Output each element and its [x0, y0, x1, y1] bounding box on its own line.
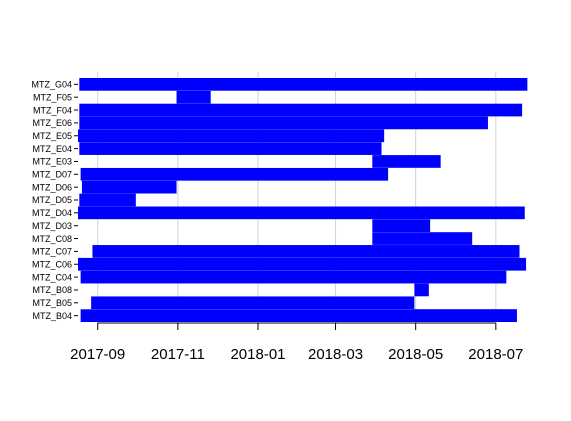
x-axis: 2017-09 2017-11 2018-01 2018-03 2018-05 2018-… — [70, 322, 523, 363]
bars-layer — [78, 78, 528, 322]
bar-mtz-b04-18 — [80, 309, 517, 322]
y-label-mtz-c07: MTZ_C07 — [32, 247, 72, 257]
y-label-mtz-g04: MTZ_G04 — [31, 80, 72, 90]
bar-mtz-c08-12 — [372, 232, 473, 245]
bar-mtz-f04-2 — [79, 103, 523, 117]
bar-mtz-d05-9 — [79, 193, 136, 207]
x-tick-label-2018-03: 2018-03 — [308, 346, 363, 363]
bar-mtz-e03-6 — [372, 155, 441, 168]
bar-mtz-b04-19 — [414, 309, 517, 322]
bar-mtz-g04-0 — [79, 78, 528, 91]
y-label-mtz-b04: MTZ_B04 — [32, 311, 72, 321]
y-label-mtz-b08: MTZ_B08 — [32, 285, 72, 295]
y-label-mtz-e04: MTZ_E04 — [32, 144, 72, 154]
bar-mtz-b08-16 — [414, 283, 429, 297]
x-tick-label-2017-11: 2017-11 — [151, 346, 205, 363]
y-label-mtz-f05: MTZ_F05 — [33, 92, 72, 102]
bar-mtz-e04-5 — [79, 142, 382, 155]
bar-mtz-c06-14 — [78, 257, 527, 271]
bar-mtz-d04-10 — [78, 206, 525, 220]
y-label-mtz-d07: MTZ_D07 — [32, 170, 72, 180]
bar-mtz-b05-17 — [91, 296, 415, 310]
y-labels-layer: MTZ_G04 MTZ_F05 MTZ_F04 MTZ_E06 MTZ_E05 MTZ_E… — [31, 80, 78, 321]
y-label-mtz-e05: MTZ_E05 — [32, 131, 72, 141]
y-label-mtz-c08: MTZ_C08 — [32, 234, 72, 244]
bar-mtz-d06-8 — [81, 180, 177, 194]
x-tick-label-2018-07: 2018-07 — [468, 346, 523, 363]
x-tick-label-2018-01: 2018-01 — [230, 346, 285, 363]
bar-mtz-d03-11 — [372, 219, 431, 233]
bar-mtz-f05-1 — [176, 90, 211, 104]
y-label-mtz-d04: MTZ_D04 — [32, 208, 72, 218]
x-tick-label-2017-09: 2017-09 — [70, 346, 125, 363]
bar-mtz-d07-7 — [80, 167, 389, 181]
bar-mtz-c07-13 — [92, 245, 520, 258]
y-label-mtz-c04: MTZ_C04 — [32, 272, 72, 282]
y-label-mtz-e06: MTZ_E06 — [32, 118, 72, 128]
bar-mtz-e05-4 — [78, 129, 385, 143]
y-label-mtz-e03: MTZ_E03 — [32, 157, 72, 167]
bar-mtz-c04-15 — [80, 270, 507, 284]
y-label-mtz-d03: MTZ_D03 — [32, 221, 72, 231]
bar-mtz-e06-3 — [79, 116, 488, 130]
y-label-mtz-d05: MTZ_D05 — [32, 195, 72, 205]
y-label-mtz-d06: MTZ_D06 — [32, 182, 72, 192]
y-label-mtz-c06: MTZ_C06 — [32, 259, 72, 269]
x-tick-label-2018-05: 2018-05 — [388, 346, 443, 363]
y-label-mtz-f04: MTZ_F04 — [33, 105, 72, 115]
y-label-mtz-b05: MTZ_B05 — [32, 298, 72, 308]
